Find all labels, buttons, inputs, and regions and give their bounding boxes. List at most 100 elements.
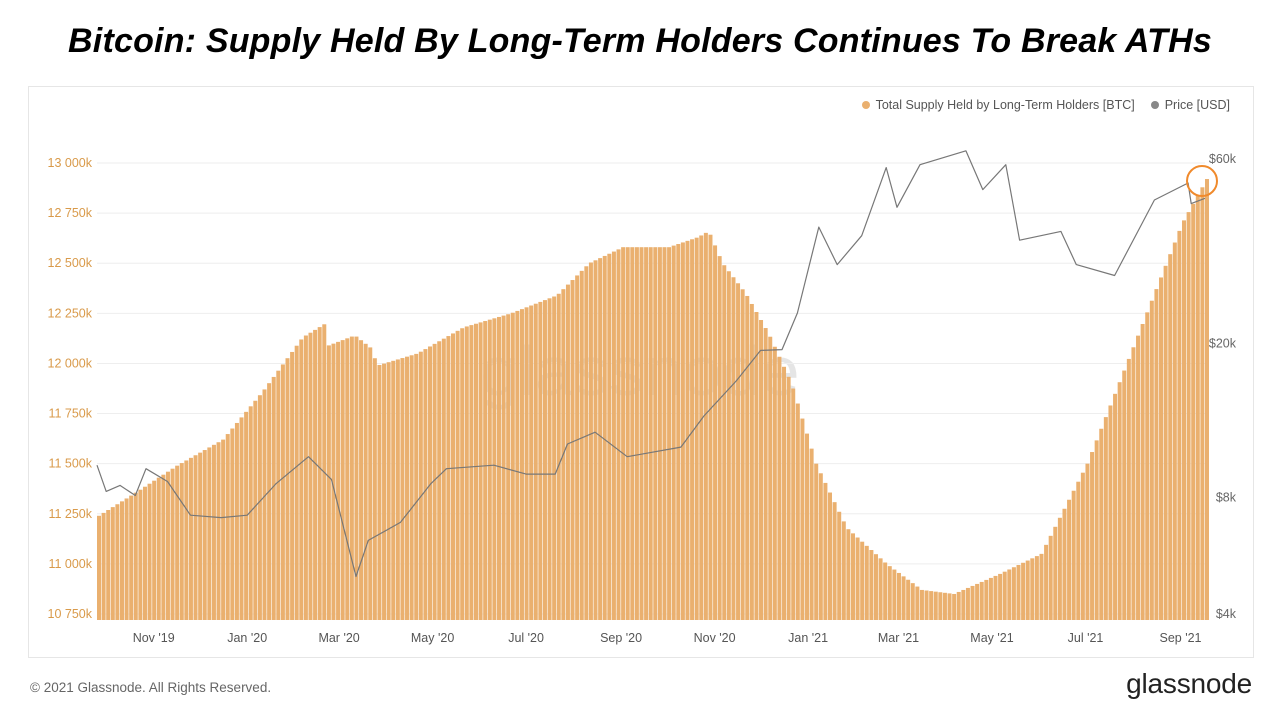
supply-bar: [685, 240, 690, 621]
supply-bar: [152, 480, 157, 620]
supply-bar: [860, 541, 865, 620]
supply-bar: [308, 332, 313, 620]
supply-bar: [630, 247, 635, 620]
supply-bar: [676, 244, 681, 620]
x-axis-tick-label: Nov '20: [694, 631, 736, 645]
left-axis-tick-label: 12 750k: [48, 206, 93, 220]
supply-bar: [1034, 556, 1039, 620]
supply-bar: [244, 411, 249, 620]
price-line-group: [96, 150, 1206, 578]
supply-bar: [699, 235, 704, 620]
supply-bar: [1159, 277, 1164, 620]
supply-bar: [584, 266, 589, 620]
supply-bar: [588, 262, 593, 620]
supply-bar: [1085, 463, 1090, 620]
supply-bar: [1011, 567, 1016, 620]
supply-bar: [717, 256, 722, 620]
supply-bar: [786, 376, 791, 620]
supply-bar: [538, 301, 543, 620]
supply-bar: [207, 447, 212, 620]
supply-bar: [570, 280, 575, 620]
supply-bar: [349, 336, 354, 620]
supply-bar: [1080, 472, 1085, 620]
supply-bar: [883, 562, 888, 620]
x-axis-tick-label: Nov '19: [133, 631, 175, 645]
x-axis-tick-label: Mar '21: [878, 631, 919, 645]
supply-bar: [1145, 312, 1150, 620]
supply-bar: [368, 347, 373, 620]
supply-bar: [800, 418, 805, 620]
supply-bar: [639, 247, 644, 620]
supply-bar: [483, 321, 488, 620]
legend-item-supply[interactable]: Total Supply Held by Long-Term Holders […: [861, 98, 1135, 112]
supply-bar: [234, 422, 239, 620]
x-axis: Nov '19 Jan '20 Mar '20 May '20 Jul '20 Sep '…: [133, 631, 1202, 645]
supply-bar: [984, 579, 989, 620]
supply-bar: [929, 591, 934, 620]
supply-bar: [294, 345, 299, 620]
supply-bar: [722, 265, 727, 620]
supply-bar: [1007, 569, 1012, 620]
supply-bar: [542, 300, 547, 620]
supply-bar: [855, 537, 860, 620]
supply-bar: [474, 323, 478, 620]
supply-bar: [230, 428, 235, 620]
supply-bar: [648, 247, 653, 620]
supply-bar: [133, 492, 138, 620]
x-axis-tick-label: May '20: [411, 631, 454, 645]
x-axis-tick-label: Jan '20: [227, 631, 267, 645]
supply-bar: [119, 501, 124, 620]
supply-bar: [1016, 565, 1021, 620]
legend-label-supply: Total Supply Held by Long-Term Holders […: [875, 98, 1135, 112]
supply-bar: [878, 558, 883, 620]
left-axis-tick-label: 12 250k: [48, 306, 93, 320]
supply-bar: [1062, 508, 1067, 620]
supply-bar: [1094, 440, 1099, 620]
supply-bar: [1163, 265, 1168, 620]
supply-bar: [290, 351, 295, 620]
supply-bar: [184, 460, 189, 620]
supply-bar: [1076, 481, 1081, 620]
supply-bar: [763, 328, 768, 620]
right-axis-tick-label: $4k: [1216, 607, 1237, 621]
supply-bar: [405, 356, 410, 620]
supply-bar: [170, 468, 175, 620]
supply-bar: [924, 590, 929, 620]
supply-bar: [731, 277, 736, 620]
supply-bar: [156, 477, 161, 620]
supply-bar: [795, 403, 800, 620]
supply-bar: [947, 593, 952, 620]
left-axis-tick-label: 11 750k: [48, 407, 92, 421]
supply-bar: [805, 433, 810, 620]
supply-bar: [1168, 254, 1173, 621]
legend-item-price[interactable]: Price [USD]: [1150, 98, 1230, 112]
supply-bar: [1044, 544, 1049, 620]
supply-bar: [179, 463, 184, 620]
x-axis-tick-label: Jul '21: [1068, 631, 1104, 645]
supply-bar: [736, 283, 741, 620]
supply-bar: [400, 358, 405, 620]
x-axis-tick-label: May '21: [970, 631, 1013, 645]
supply-bar: [919, 589, 924, 620]
right-axis-tick-label: $8k: [1216, 491, 1237, 505]
left-axis-tick-label: 13 000k: [48, 156, 93, 170]
legend-label-price: Price [USD]: [1164, 98, 1230, 112]
left-axis: 13 000k 12 750k 12 500k 12 250k 12 000k 11 75…: [48, 156, 93, 621]
supply-bar: [510, 312, 515, 620]
price-line: [96, 150, 1206, 578]
supply-bar: [598, 258, 603, 620]
supply-bar: [492, 318, 497, 620]
supply-bar: [464, 326, 469, 620]
supply-bar: [188, 457, 193, 620]
supply-bar: [1113, 393, 1118, 620]
supply-bar: [138, 489, 143, 620]
supply-bar: [441, 338, 446, 620]
supply-bar: [823, 482, 828, 620]
supply-bar: [524, 307, 529, 620]
supply-bar: [892, 569, 897, 620]
supply-bar: [451, 333, 456, 620]
supply-bar: [662, 247, 667, 620]
supply-bar: [869, 550, 874, 620]
supply-bar: [759, 320, 764, 620]
supply-bar: [782, 366, 787, 620]
